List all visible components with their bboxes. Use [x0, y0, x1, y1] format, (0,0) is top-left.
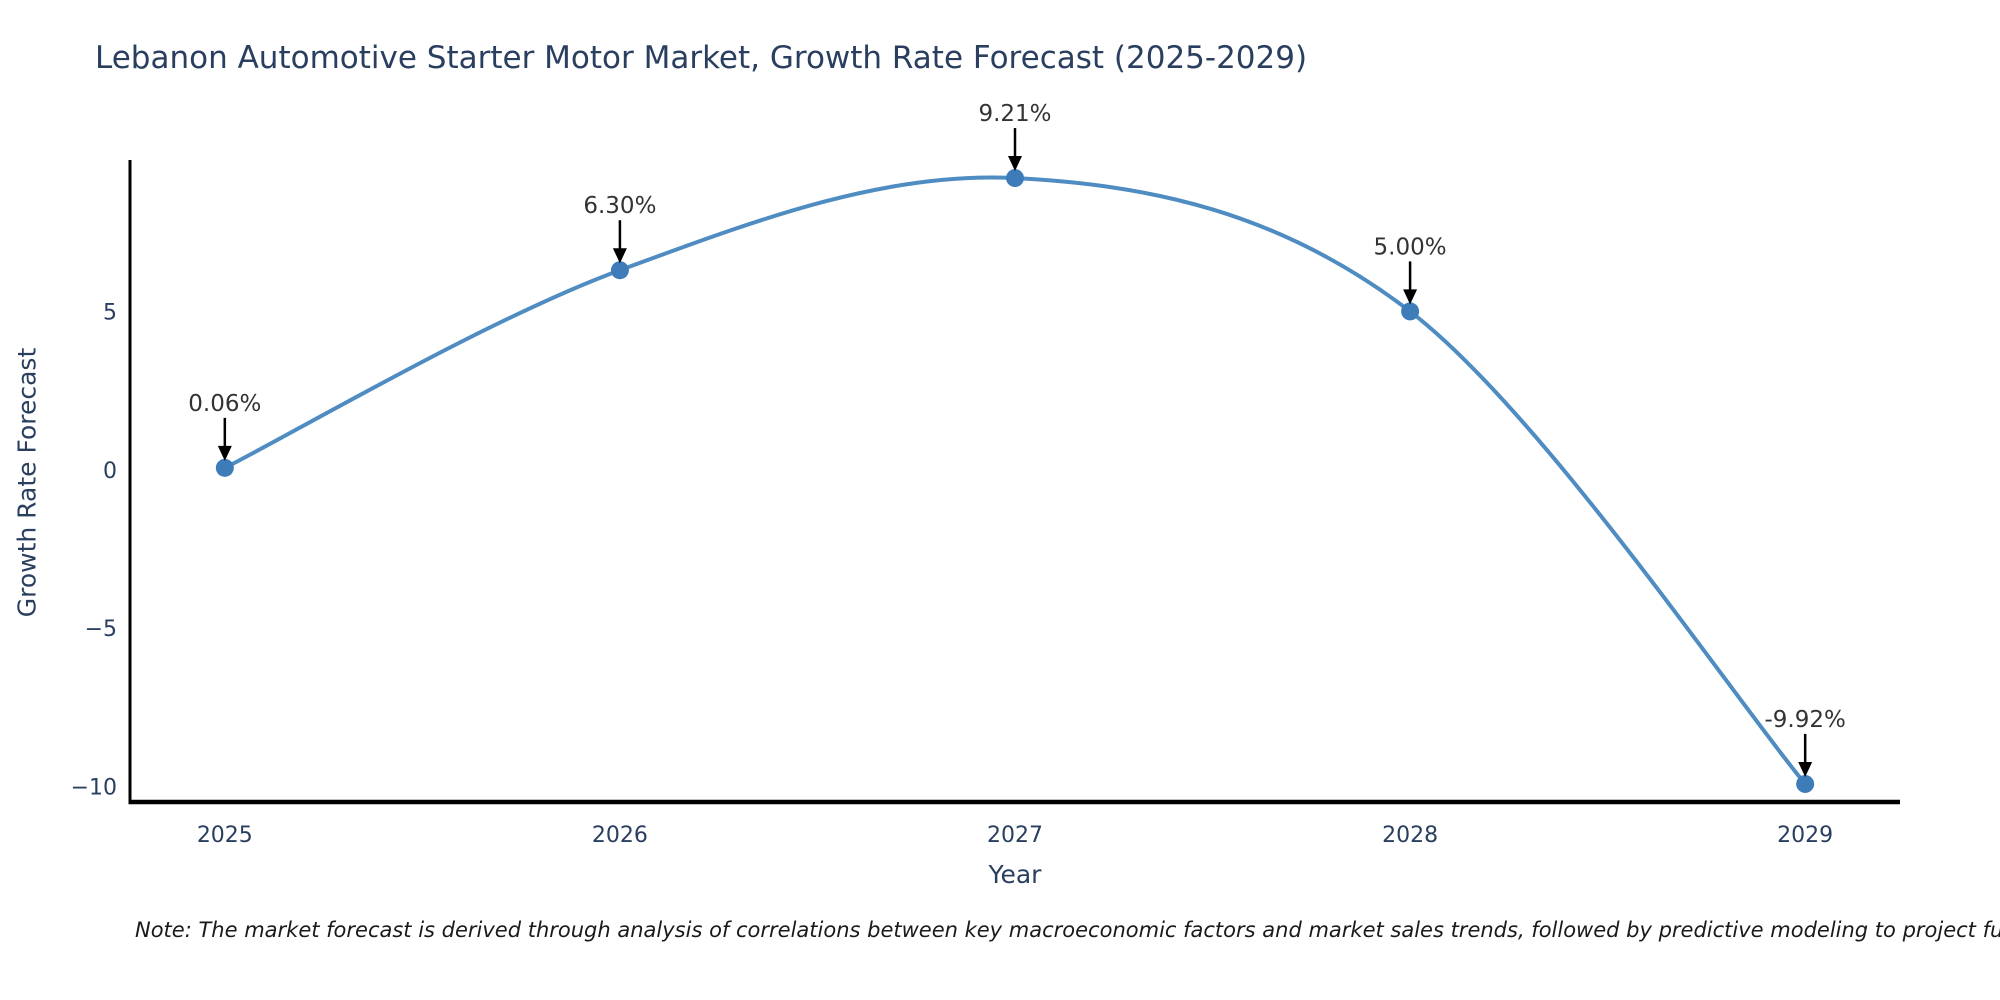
data-point-marker — [215, 458, 234, 477]
x-tick-label: 2026 — [592, 823, 648, 848]
y-tick-label: 0 — [103, 459, 117, 484]
x-tick-label: 2029 — [1777, 823, 1833, 848]
x-tick-label: 2027 — [987, 823, 1043, 848]
data-point-marker — [610, 261, 629, 280]
annotation-arrowhead-icon — [1798, 761, 1813, 777]
annotation-arrowhead-icon — [1008, 156, 1022, 172]
data-point-label: 9.21% — [978, 101, 1051, 127]
chart-title: Lebanon Automotive Starter Motor Market,… — [95, 40, 1308, 76]
data-point-label: -9.92% — [1764, 707, 1845, 733]
data-point-marker — [1006, 169, 1024, 188]
annotation-arrowhead-icon — [217, 445, 232, 461]
data-point-marker — [1401, 302, 1420, 321]
data-point-label: 6.30% — [583, 193, 656, 219]
trend-line — [223, 175, 1807, 786]
x-axis-title: Year — [988, 860, 1042, 889]
data-point-label: 5.00% — [1374, 234, 1447, 260]
annotation-arrowhead-icon — [1403, 289, 1418, 305]
y-tick-label: 5 — [103, 300, 117, 325]
data-point-marker — [1796, 774, 1815, 793]
annotation-arrowhead-icon — [612, 248, 627, 264]
footnote: Note: The market forecast is derived thr… — [135, 918, 2000, 942]
y-tick-label: −10 — [71, 775, 117, 800]
data-point-label: 0.06% — [188, 391, 261, 417]
x-tick-label: 2025 — [197, 823, 253, 848]
y-tick-label: −5 — [85, 617, 117, 642]
x-tick-label: 2028 — [1382, 823, 1438, 848]
